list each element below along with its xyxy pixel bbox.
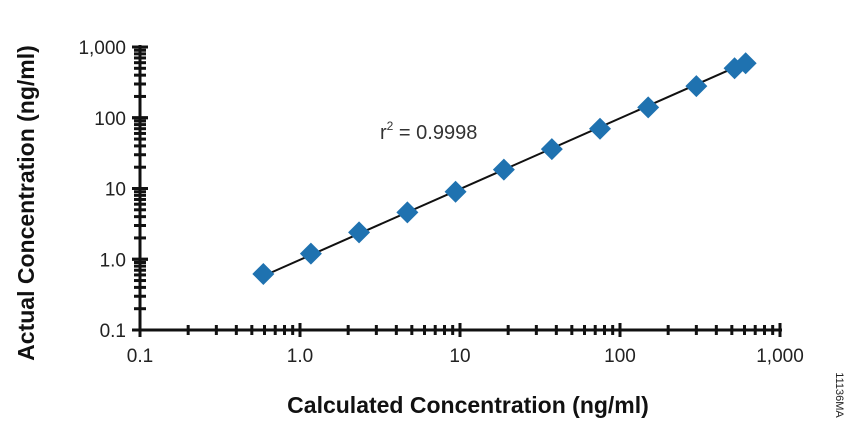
r-squared-r: r xyxy=(380,122,387,144)
y-tick-label: 10 xyxy=(105,180,126,201)
y-tick-label: 1.0 xyxy=(100,250,126,271)
data-point xyxy=(348,221,371,244)
data-point xyxy=(396,201,419,224)
r-squared-annotation: r2 = 0.9998 xyxy=(380,119,477,144)
x-tick-label: 1.0 xyxy=(287,346,313,367)
r-squared-value: = 0.9998 xyxy=(393,122,477,144)
x-tick-label: 1,000 xyxy=(756,346,804,367)
data-point xyxy=(492,158,515,181)
data-point xyxy=(734,52,757,75)
y-axis-title: Actual Concentration (ng/ml) xyxy=(13,45,39,361)
x-tick-label: 0.1 xyxy=(127,346,153,367)
data-point xyxy=(299,242,322,265)
tick-labels: 0.1 1.0 10 100 1,000 0.1 1.0 10 100 1,000 xyxy=(78,38,803,367)
y-tick-label: 100 xyxy=(94,109,126,130)
data-points xyxy=(252,52,757,285)
data-point xyxy=(540,138,563,161)
r-squared-superscript: 2 xyxy=(387,119,394,133)
data-point xyxy=(685,75,708,98)
y-tick-label: 1,000 xyxy=(78,38,126,59)
tick-marks xyxy=(132,45,782,337)
x-tick-label: 100 xyxy=(604,346,636,367)
y-tick-label: 0.1 xyxy=(100,321,126,342)
data-point xyxy=(444,180,467,203)
data-point xyxy=(589,117,612,140)
data-point xyxy=(637,96,660,119)
data-point xyxy=(723,57,746,80)
x-tick-label: 10 xyxy=(449,346,470,367)
data-point xyxy=(252,262,275,285)
x-axis-title: Calculated Concentration (ng/ml) xyxy=(287,392,649,418)
figure-code: 11136MA xyxy=(833,372,844,418)
